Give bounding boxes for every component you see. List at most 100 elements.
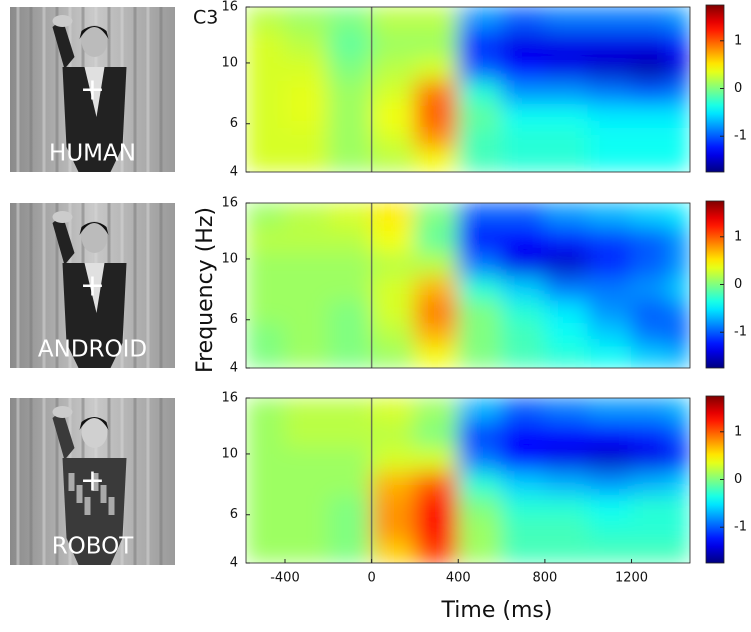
heatmap-cell	[544, 540, 589, 563]
heatmap-cell	[668, 421, 690, 448]
heatmap-cell	[327, 322, 373, 347]
heatmap-cell	[327, 345, 373, 368]
robot-part	[100, 485, 107, 503]
heatmap-cell	[587, 7, 633, 32]
heatmap-cell	[284, 517, 329, 542]
heatmap-cell	[414, 203, 459, 228]
figure-head	[81, 25, 108, 57]
heatmap-cell	[501, 494, 546, 519]
heatmap-cell	[631, 299, 670, 324]
heatmap-cell	[371, 540, 416, 563]
y-tick-label: 6	[230, 312, 238, 327]
heatmap-cell	[587, 203, 633, 228]
heatmap-cell	[668, 103, 690, 128]
heatmap-cell	[457, 7, 503, 32]
heatmap-cell	[631, 540, 670, 563]
x-axis-label: Time (ms)	[441, 598, 553, 623]
heatmap-cell	[327, 103, 373, 128]
heatmap-cell	[284, 540, 329, 563]
heatmap-cell	[587, 149, 633, 172]
heatmap-cell	[668, 30, 690, 57]
heatmap-cell	[501, 398, 546, 423]
heatmap-cell	[544, 322, 589, 347]
heatmap-cell	[246, 55, 286, 81]
heatmap-cell	[587, 103, 633, 128]
heatmap-cell	[327, 398, 373, 423]
heatmap-cell	[544, 251, 589, 277]
heatmap-cell	[284, 103, 329, 128]
heatmap-cell	[246, 494, 286, 519]
y-tick-label: 10	[221, 251, 238, 266]
heatmap-cell	[246, 299, 286, 324]
heatmap-cell	[668, 299, 690, 324]
heatmap-cell	[371, 322, 416, 347]
heatmap-cell	[668, 345, 690, 368]
heatmap-cell	[631, 7, 670, 32]
heatmap-cell	[544, 494, 589, 519]
heatmap-cell	[668, 470, 690, 496]
heatmap-cell	[327, 470, 373, 496]
y-tick-label: 4	[230, 165, 238, 180]
heatmap-cell	[668, 398, 690, 423]
heatmap-cell	[284, 470, 329, 496]
heatmap-cells	[246, 398, 690, 563]
heatmap-cell	[544, 103, 589, 128]
heatmap-cell	[327, 7, 373, 32]
x-tick-label: 800	[532, 571, 557, 586]
heatmap-cell	[587, 446, 633, 472]
heatmap-cell	[284, 226, 329, 253]
heatmap-cell	[246, 226, 286, 253]
heatmap-cell	[327, 299, 373, 324]
heatmap-cell	[414, 446, 459, 472]
heatmap-cell	[631, 55, 670, 81]
heatmap-cell	[414, 345, 459, 368]
heatmap-cell	[668, 226, 690, 253]
heatmap-cell	[371, 421, 416, 448]
heatmap-cell	[631, 226, 670, 253]
heatmap-cell	[457, 299, 503, 324]
robot-part	[68, 473, 75, 491]
heatmap-cell	[457, 103, 503, 128]
heatmap-cell	[284, 345, 329, 368]
heatmap-cell	[457, 322, 503, 347]
heatmap-cell	[544, 517, 589, 542]
figure-hand	[52, 406, 73, 418]
heatmap-cell	[371, 494, 416, 519]
heatmap-cell	[327, 540, 373, 563]
figure-hair	[79, 222, 109, 235]
heatmap-cell	[501, 421, 546, 448]
heatmap-cell	[501, 446, 546, 472]
heatmap-cell	[501, 79, 546, 105]
figure-body	[62, 458, 127, 565]
heatmap-cell	[668, 7, 690, 32]
heatmap-cell	[246, 345, 286, 368]
heatmap	[246, 7, 690, 172]
robot-part	[108, 497, 115, 515]
y-tick-label: 4	[230, 556, 238, 571]
heatmap-cell	[327, 55, 373, 81]
heatmap-cell	[668, 322, 690, 347]
heatmap-cell	[246, 203, 286, 228]
figure-body	[62, 263, 127, 368]
heatmap-cell	[284, 203, 329, 228]
heatmap-cell	[371, 299, 416, 324]
heatmap-cell	[327, 517, 373, 542]
heatmap-cell	[327, 126, 373, 151]
heatmap-cells	[246, 203, 690, 368]
heatmap-cell	[371, 398, 416, 423]
heatmap-cell	[668, 79, 690, 105]
heatmap-cell	[284, 275, 329, 301]
heatmap-cell	[631, 446, 670, 472]
heatmap-cell	[501, 103, 546, 128]
image-label: HUMAN	[49, 141, 136, 167]
robot-part	[84, 497, 91, 515]
x-tick-label: 0	[367, 571, 375, 586]
fixation-cross: +	[80, 269, 105, 304]
heatmap-cell	[457, 345, 503, 368]
heatmap-cell	[371, 203, 416, 228]
heatmap-cell	[501, 7, 546, 32]
heatmap-cell	[587, 251, 633, 277]
colorbar-tick-label: 0	[734, 472, 742, 487]
y-tick-label: 10	[221, 446, 238, 461]
